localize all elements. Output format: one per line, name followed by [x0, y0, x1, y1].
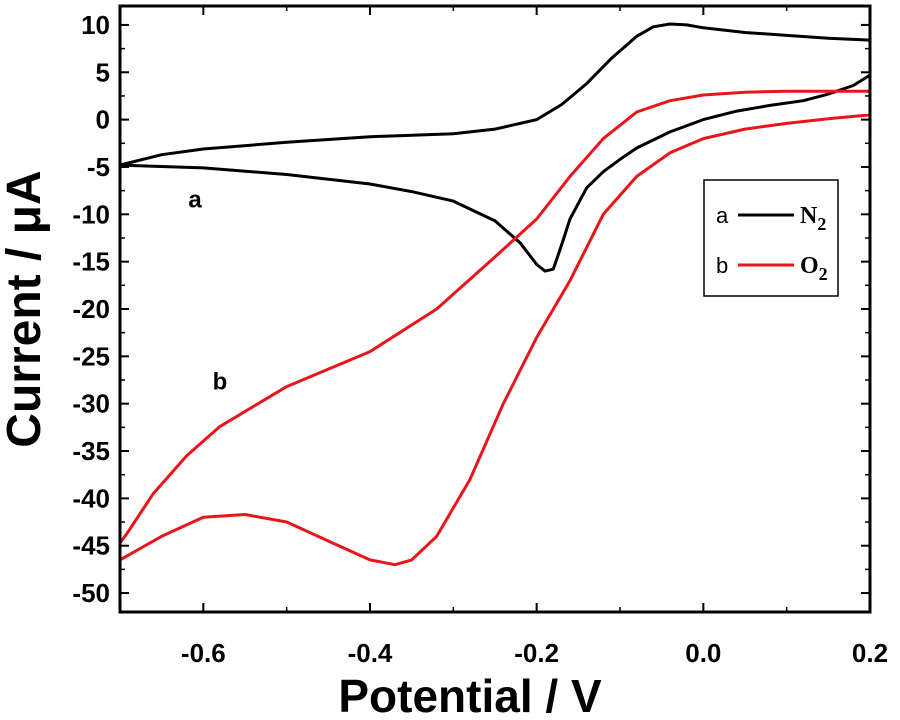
series-line-a — [120, 22, 870, 273]
x-tick-label: -0.2 — [514, 638, 559, 668]
legend-key-b: b — [716, 253, 728, 278]
y-tick-label: -45 — [72, 531, 110, 561]
ticks-layer — [119, 6, 871, 612]
x-tick-label: 0.2 — [852, 638, 888, 668]
series-layer — [120, 22, 870, 567]
y-tick-label: 10 — [81, 10, 110, 40]
y-tick-label: -10 — [72, 199, 110, 229]
y-tick-label: -35 — [72, 436, 110, 466]
legend-label-a: N2 — [800, 203, 826, 234]
legend: a N2b O2 — [703, 179, 839, 297]
y-tick-label: -25 — [72, 341, 110, 371]
x-tick-label: -0.6 — [181, 638, 226, 668]
x-tick-label: 0.0 — [685, 638, 721, 668]
y-tick-label: 5 — [96, 57, 110, 87]
legend-key-a: a — [716, 203, 729, 228]
plot-frame — [118, 4, 872, 614]
y-tick-label: -15 — [72, 247, 110, 277]
legend-box — [703, 179, 839, 297]
y-tick-label: -40 — [72, 483, 110, 513]
x-tick-label: -0.4 — [348, 638, 393, 668]
y-tick-label: -30 — [72, 389, 110, 419]
labels-layer: -0.6 -0.4 -0.2 0.0 0.2 10 5 0 -5 -10 -15 -20 -25 -30 -… — [72, 10, 888, 668]
annotations: ab — [188, 187, 227, 396]
y-tick-label: -50 — [72, 578, 110, 608]
y-axis-title: Current / μA — [0, 170, 51, 447]
series-line-b — [120, 89, 870, 567]
y-tick-label: -20 — [72, 294, 110, 324]
curve-label-b: b — [213, 368, 228, 395]
y-tick-label: 0 — [96, 105, 110, 135]
x-axis-title: Potential / V — [338, 670, 602, 720]
curve-label-a: a — [188, 187, 202, 214]
y-tick-label: -5 — [87, 152, 110, 182]
